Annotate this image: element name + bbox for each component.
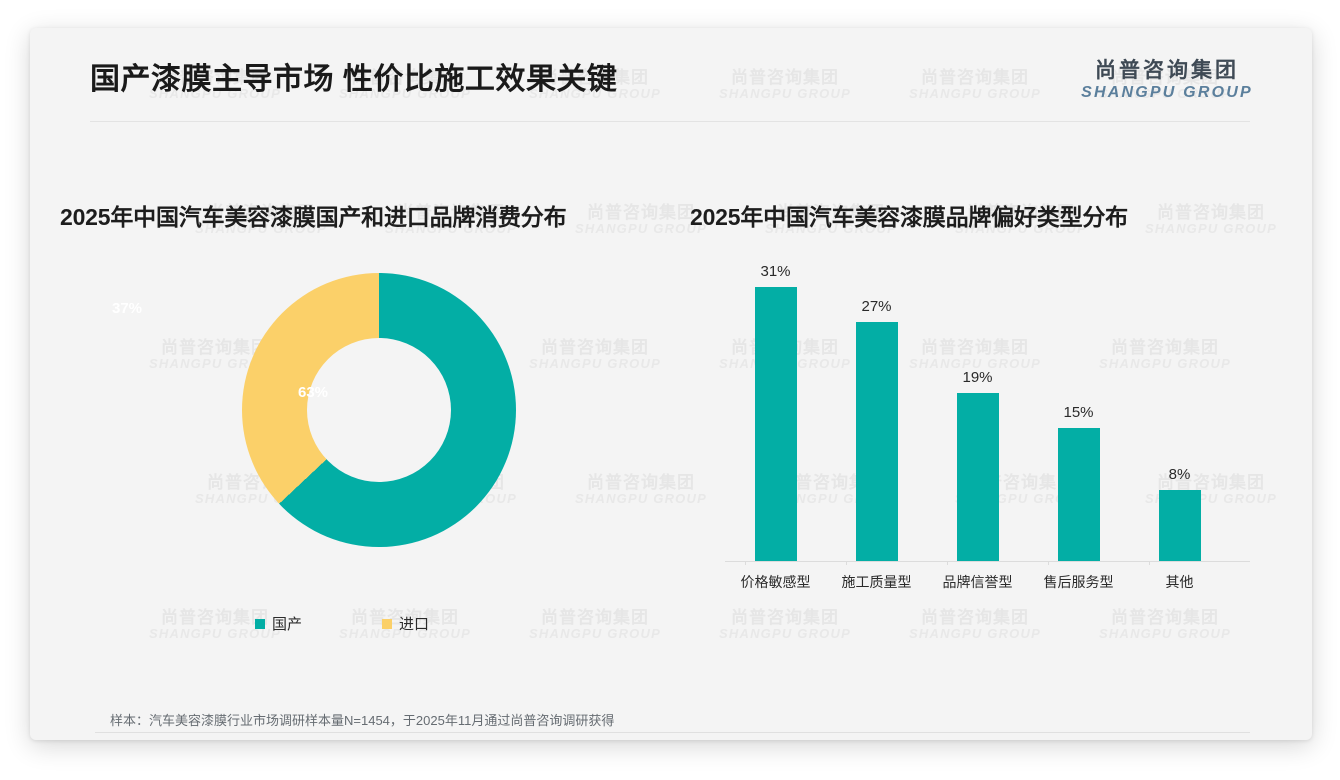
donut-chart	[242, 273, 516, 547]
bar-value-label: 15%	[1063, 404, 1094, 421]
bar-chart: 31% 价格敏感型 27% 施工质量型 19% 品牌信誉型 15% 售后服务型 8% 其他	[725, 260, 1255, 590]
bar-category-label: 施工质量型	[841, 574, 912, 590]
legend-label-domestic: 国产	[272, 616, 303, 633]
legend-item-import[interactable]: 进口	[382, 613, 429, 634]
bar-column	[725, 260, 826, 561]
footer-divider	[95, 732, 1250, 733]
bar-axis-tick	[947, 561, 948, 565]
brand-logo: 尚普咨询集团 SHANGPU GROUP	[1067, 59, 1267, 102]
brand-name-en: SHANGPU GROUP	[1081, 84, 1253, 102]
bar-value-label: 8%	[1168, 466, 1191, 483]
legend-label-import: 进口	[399, 616, 430, 633]
bar-value-label: 27%	[861, 298, 892, 315]
panel-bar-chart: 2025年中国汽车美容漆膜品牌偏好类型分布 31% 价格敏感型 27% 施工质量型 19…	[690, 198, 1290, 658]
slide-card: 尚普咨询集团 SHANGPU GROUP 尚普咨询集团 SHANGPU GROUP 尚普…	[30, 28, 1312, 740]
donut-legend: 国产 进口	[255, 613, 555, 634]
legend-item-domestic[interactable]: 国产	[255, 613, 302, 634]
donut-slice-label-import: 37%	[112, 300, 143, 317]
legend-swatch-domestic	[255, 618, 265, 629]
bar-value-label: 31%	[760, 263, 791, 280]
legend-swatch-import	[382, 618, 393, 629]
bar-rect[interactable]	[1058, 428, 1100, 561]
panel-donut-chart: 2025年中国汽车美容漆膜国产和进口品牌消费分布 63% 37% 国产 进口	[60, 198, 680, 658]
sample-footnote: 样本：汽车美容漆膜行业市场调研样本量N=1454，于2025年11月通过尚普咨询…	[110, 713, 615, 728]
donut-slice-label-domestic: 63%	[298, 384, 329, 401]
brand-name-cn: 尚普咨询集团	[1095, 59, 1239, 82]
bar-axis-line	[725, 561, 1250, 562]
donut-hole	[307, 338, 451, 482]
bar-rect[interactable]	[1159, 490, 1201, 561]
slide-header: 国产漆膜主导市场 性价比施工效果关键 尚普咨询集团 SHANGPU GROUP	[30, 28, 1312, 122]
bar-value-label: 19%	[962, 369, 993, 386]
bar-axis-tick	[1048, 561, 1049, 565]
bar-category-label: 售后服务型	[1043, 574, 1114, 590]
bar-chart-title: 2025年中国汽车美容漆膜品牌偏好类型分布	[690, 204, 1128, 230]
bar-rect[interactable]	[957, 393, 999, 561]
bar-axis-tick	[846, 561, 847, 565]
donut-chart-title: 2025年中国汽车美容漆膜国产和进口品牌消费分布	[60, 204, 567, 230]
bar-rect[interactable]	[755, 287, 797, 561]
bar-axis-tick	[1149, 561, 1150, 565]
header-divider	[90, 121, 1250, 122]
bar-axis-tick	[745, 561, 746, 565]
bar-category-label: 价格敏感型	[740, 574, 811, 590]
bar-column	[927, 260, 1028, 561]
page-title: 国产漆膜主导市场 性价比施工效果关键	[90, 63, 618, 96]
bar-category-label: 其他	[1165, 574, 1194, 590]
bar-rect[interactable]	[856, 322, 898, 561]
bar-column	[1028, 260, 1129, 561]
bar-column	[1129, 260, 1230, 561]
bar-plot-area	[725, 260, 1255, 561]
slide-footer: ©2026.1 SHANGPU GROUP www.shangpu-china.…	[30, 732, 1312, 740]
bar-column	[826, 260, 927, 561]
bar-category-label: 品牌信誉型	[942, 574, 1013, 590]
